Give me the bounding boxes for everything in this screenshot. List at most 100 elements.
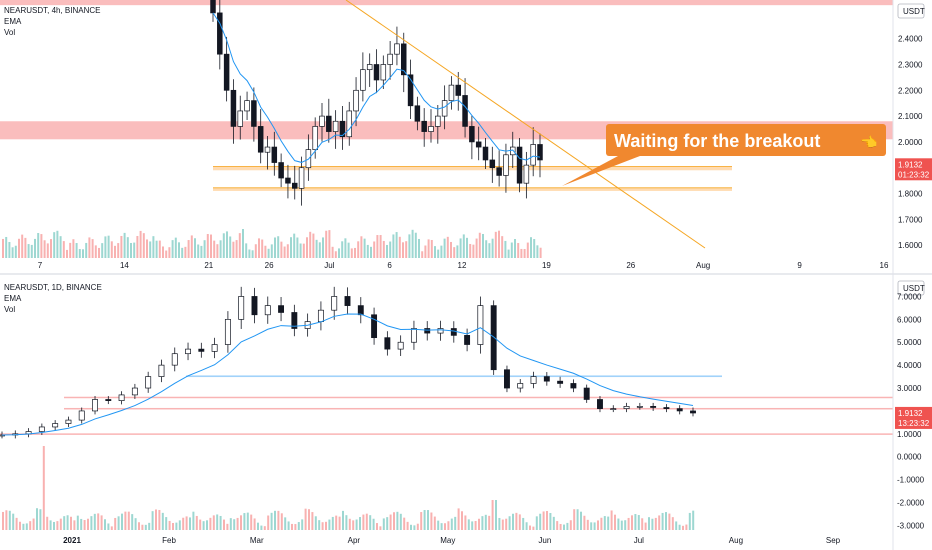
candle-body[interactable] — [394, 43, 400, 55]
candle-body[interactable] — [285, 177, 291, 184]
candle-body[interactable] — [517, 383, 524, 389]
candle-body[interactable] — [469, 126, 475, 143]
candle-body[interactable] — [455, 84, 462, 96]
candle-body[interactable] — [462, 95, 468, 127]
candle-body[interactable] — [251, 100, 257, 127]
candle-body[interactable] — [52, 423, 59, 428]
candle-body[interactable] — [171, 353, 178, 366]
candle-body[interactable] — [237, 110, 244, 127]
top-chart-trendline[interactable] — [345, 0, 706, 249]
top-chart-price-axis[interactable]: 2.40002.30002.20002.10002.00001.90001.80… — [895, 3, 932, 250]
candle-body[interactable] — [384, 337, 391, 350]
candle-body[interactable] — [407, 74, 414, 107]
candle-body[interactable] — [332, 120, 339, 132]
candle-body[interactable] — [583, 387, 590, 400]
candle-body[interactable] — [510, 146, 516, 156]
candle-body[interactable] — [238, 296, 245, 320]
bottom-chart-price-axis[interactable]: USDT7.00006.00005.00004.00003.00002.0000… — [895, 280, 932, 530]
top-chart-candles[interactable] — [210, 0, 543, 206]
candle-body[interactable] — [319, 115, 325, 127]
candle-body[interactable] — [610, 408, 617, 410]
candle-body[interactable] — [78, 410, 85, 421]
zone-red-level-1[interactable] — [64, 396, 893, 399]
candle-body[interactable] — [291, 312, 298, 329]
candle-body[interactable] — [597, 399, 603, 409]
candle-body[interactable] — [387, 53, 393, 65]
zone-blue-level[interactable] — [186, 375, 722, 378]
candle-body[interactable] — [339, 120, 346, 138]
candle-body[interactable] — [223, 53, 230, 91]
candle-body[interactable] — [185, 348, 191, 355]
candle-body[interactable] — [118, 394, 125, 401]
candle-body[interactable] — [401, 43, 407, 76]
candle-body[interactable] — [357, 305, 364, 316]
candle-body[interactable] — [380, 64, 387, 81]
candle-body[interactable] — [353, 89, 359, 112]
candle-body[interactable] — [397, 341, 404, 350]
candle-body[interactable] — [482, 146, 489, 161]
candle-body[interactable] — [271, 146, 278, 163]
candle-body[interactable] — [464, 335, 471, 345]
descending-trendline[interactable] — [345, 0, 706, 249]
zone-support-upper[interactable] — [213, 166, 732, 171]
candle-body[interactable] — [312, 126, 318, 150]
top-chart-date-axis[interactable]: 7 14 21 26 Jul 6 12 19 26 Aug 9 16 — [38, 261, 889, 270]
candle-body[interactable] — [428, 126, 434, 132]
candle-body[interactable] — [278, 305, 285, 313]
candle-body[interactable] — [105, 399, 112, 401]
candle-body[interactable] — [537, 144, 543, 161]
bottom-chart-candles[interactable] — [0, 286, 696, 439]
candle-body[interactable] — [496, 167, 502, 176]
candle-body[interactable] — [435, 115, 441, 127]
candle-body[interactable] — [441, 100, 448, 117]
candle-body[interactable] — [210, 0, 216, 14]
currency-badge[interactable] — [897, 280, 925, 296]
candle-body[interactable] — [504, 369, 510, 389]
candle-body[interactable] — [676, 408, 683, 412]
candle-body[interactable] — [65, 419, 72, 424]
candle-body[interactable] — [292, 182, 298, 189]
candle-body[interactable] — [371, 314, 378, 339]
candle-body[interactable] — [145, 376, 152, 389]
candle-body[interactable] — [636, 406, 643, 408]
candle-body[interactable] — [331, 296, 338, 311]
zone-support-lower[interactable] — [213, 187, 732, 191]
candle-body[interactable] — [530, 376, 537, 384]
candle-body[interactable] — [224, 318, 231, 345]
candle-body[interactable] — [251, 296, 258, 316]
candle-body[interactable] — [503, 154, 509, 176]
candle-body[interactable] — [530, 144, 536, 166]
zone-resistance-top[interactable] — [0, 0, 893, 6]
candle-body[interactable] — [523, 164, 530, 184]
candle-body[interactable] — [257, 126, 264, 153]
candle-body[interactable] — [373, 64, 380, 81]
zone-red-level-2[interactable] — [64, 407, 893, 410]
candle-body[interactable] — [490, 305, 497, 371]
candle-body[interactable] — [414, 105, 421, 122]
candle-body[interactable] — [475, 141, 482, 148]
candle-body[interactable] — [477, 305, 484, 345]
candle-body[interactable] — [326, 115, 332, 132]
candle-body[interactable] — [38, 426, 45, 432]
candle-body[interactable] — [360, 69, 366, 91]
candle-body[interactable] — [344, 296, 351, 306]
candle-body[interactable] — [650, 406, 657, 408]
candle-body[interactable] — [92, 399, 98, 412]
candle-body[interactable] — [424, 328, 431, 334]
candle-body[interactable] — [663, 407, 670, 409]
candle-body[interactable] — [557, 380, 564, 384]
candle-body[interactable] — [278, 162, 284, 179]
candle-body[interactable] — [450, 328, 457, 336]
candle-body[interactable] — [217, 12, 223, 55]
candle-body[interactable] — [437, 328, 444, 334]
candle-body[interactable] — [448, 84, 455, 101]
candle-body[interactable] — [317, 309, 324, 322]
zone-red-level-3[interactable] — [0, 433, 893, 435]
candle-body[interactable] — [570, 383, 577, 389]
candle-body[interactable] — [158, 364, 165, 377]
candle-body[interactable] — [690, 410, 696, 414]
candle-body[interactable] — [366, 64, 373, 71]
candle-body[interactable] — [264, 305, 271, 316]
candle-body[interactable] — [421, 120, 427, 132]
